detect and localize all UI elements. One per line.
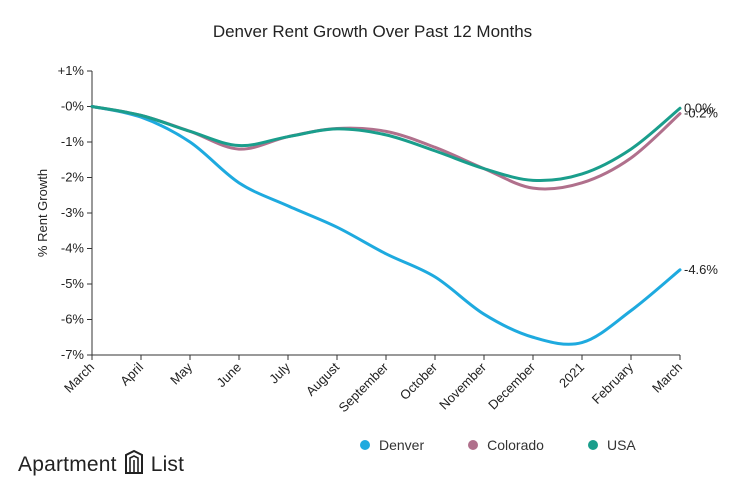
- chart-title: Denver Rent Growth Over Past 12 Months: [212, 22, 533, 41]
- y-tick-label: -4%: [61, 241, 85, 256]
- x-tick-label: March: [649, 360, 685, 396]
- apartment-list-logo-icon: [123, 449, 145, 481]
- x-tick-label: November: [436, 359, 489, 412]
- legend-dot-denver: [360, 440, 370, 450]
- series-line-denver: [90, 105, 682, 346]
- series-line-colorado: [90, 105, 682, 191]
- brand-text-right: List: [150, 453, 185, 476]
- brand-text-left: Apartment: [18, 453, 117, 476]
- x-tick-label: October: [397, 359, 441, 403]
- legend-item-denver[interactable]: Denver: [360, 437, 424, 453]
- legend-label-denver: Denver: [379, 437, 425, 453]
- legend-label-colorado: Colorado: [487, 437, 544, 453]
- x-tick-label: 2021: [556, 360, 587, 391]
- end-label-colorado: -0.2%: [684, 106, 718, 121]
- y-tick-label: -2%: [61, 170, 85, 185]
- x-tick-label: September: [336, 359, 392, 415]
- x-tick-label: December: [485, 359, 538, 412]
- y-axis-label: % Rent Growth: [35, 169, 50, 257]
- chart-legend: Denver Colorado USA: [360, 437, 680, 453]
- series-line-usa: [90, 105, 682, 183]
- end-label-usa: 0.0%: [684, 100, 714, 115]
- apartment-list-logo: Apartment List: [18, 449, 184, 481]
- legend-dot-usa: [587, 440, 598, 450]
- legend-label-usa: USA: [606, 437, 636, 453]
- x-tick-label: August: [303, 359, 342, 398]
- y-tick-label: -7%: [61, 347, 85, 362]
- y-tick-label: -5%: [61, 276, 85, 291]
- legend-item-colorado[interactable]: Colorado: [468, 437, 544, 453]
- x-tick-label: June: [214, 360, 245, 391]
- x-tick-label: March: [61, 360, 97, 396]
- y-tick-label: -1%: [61, 134, 85, 149]
- x-tick-label: May: [167, 359, 195, 387]
- legend-dot-colorado: [468, 440, 479, 450]
- x-tick-label: April: [117, 359, 146, 388]
- end-label-denver: -4.6%: [684, 262, 718, 277]
- y-tick-label: -0%: [61, 99, 85, 114]
- y-tick-label: +1%: [58, 63, 85, 78]
- x-tick-label: July: [266, 359, 293, 386]
- y-tick-label: -6%: [61, 312, 85, 327]
- y-tick-label: -3%: [61, 205, 85, 220]
- x-tick-label: February: [589, 359, 637, 407]
- legend-item-usa[interactable]: USA: [587, 437, 636, 453]
